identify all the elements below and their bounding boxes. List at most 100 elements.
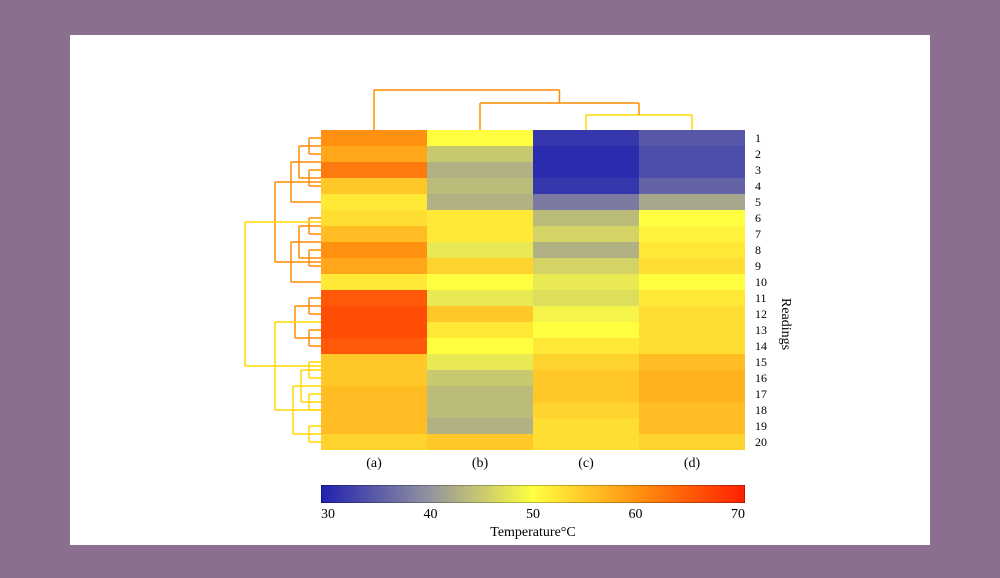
heatmap-cell [427, 242, 533, 258]
colorbar-tick: 40 [424, 507, 438, 523]
heatmap-cell [427, 370, 533, 386]
heatmap-cell [321, 130, 427, 146]
row-label: 5 [751, 194, 767, 210]
heatmap-cell [427, 274, 533, 290]
heatmap-cell [427, 386, 533, 402]
heatmap-cell [427, 162, 533, 178]
heatmap-row [321, 226, 745, 242]
heatmap-cell [321, 306, 427, 322]
heatmap-row [321, 338, 745, 354]
heatmap-cell [321, 386, 427, 402]
y-axis-label: Readings [777, 298, 793, 350]
heatmap-cell [321, 162, 427, 178]
row-label: 6 [751, 210, 767, 226]
row-label: 7 [751, 226, 767, 242]
column-label: (b) [427, 456, 533, 472]
heatmap-cell [321, 178, 427, 194]
heatmap-cell [639, 178, 745, 194]
heatmap-cell [427, 290, 533, 306]
heatmap-cell [639, 242, 745, 258]
row-label: 11 [751, 290, 767, 306]
heatmap-cell [321, 146, 427, 162]
row-label: 14 [751, 338, 767, 354]
chart-frame: (a)(b)(c)(d) 123456789101112131415161718… [70, 35, 930, 545]
heatmap-row [321, 258, 745, 274]
row-label: 12 [751, 306, 767, 322]
heatmap-cell [533, 290, 639, 306]
heatmap-cell [427, 354, 533, 370]
heatmap-cell [639, 386, 745, 402]
colorbar-tick: 60 [629, 507, 643, 523]
heatmap-cell [639, 402, 745, 418]
heatmap-cell [427, 434, 533, 450]
heatmap-cell [321, 258, 427, 274]
heatmap-cell [427, 194, 533, 210]
row-label: 20 [751, 434, 767, 450]
heatmap-cell [639, 418, 745, 434]
heatmap-cell [321, 322, 427, 338]
heatmap-cell [533, 322, 639, 338]
heatmap-cell [321, 418, 427, 434]
heatmap-cell [533, 242, 639, 258]
column-label: (d) [639, 456, 745, 472]
heatmap-cell [533, 146, 639, 162]
row-label: 8 [751, 242, 767, 258]
heatmap-cell [533, 194, 639, 210]
row-label: 2 [751, 146, 767, 162]
heatmap-cell [533, 258, 639, 274]
heatmap-cell [533, 402, 639, 418]
colorbar-tick: 30 [321, 507, 335, 523]
heatmap-cell [321, 370, 427, 386]
colorbar [321, 485, 745, 503]
heatmap-row [321, 370, 745, 386]
heatmap-row [321, 354, 745, 370]
heatmap-cell [639, 274, 745, 290]
heatmap-row [321, 418, 745, 434]
heatmap-row [321, 194, 745, 210]
heatmap-cell [321, 402, 427, 418]
row-label: 16 [751, 370, 767, 386]
heatmap-row [321, 130, 745, 146]
heatmap-cell [427, 306, 533, 322]
heatmap-cell [427, 226, 533, 242]
heatmap-cell [533, 418, 639, 434]
colorbar-tick: 70 [731, 507, 745, 523]
heatmap-cell [639, 322, 745, 338]
heatmap-cell [639, 194, 745, 210]
heatmap-cell [639, 354, 745, 370]
heatmap-row [321, 306, 745, 322]
row-label: 18 [751, 402, 767, 418]
heatmap-cell [321, 274, 427, 290]
row-labels: 1234567891011121314151617181920 [751, 130, 767, 450]
heatmap-cell [427, 322, 533, 338]
heatmap-row [321, 322, 745, 338]
heatmap-row [321, 210, 745, 226]
heatmap-cell [427, 338, 533, 354]
heatmap-row [321, 274, 745, 290]
heatmap-cell [427, 258, 533, 274]
row-label: 15 [751, 354, 767, 370]
heatmap-cell [321, 210, 427, 226]
heatmap-row [321, 386, 745, 402]
column-label: (a) [321, 456, 427, 472]
heatmap-cell [533, 130, 639, 146]
heatmap-row [321, 242, 745, 258]
heatmap-cell [321, 290, 427, 306]
heatmap-cell [427, 130, 533, 146]
heatmap-cell [321, 338, 427, 354]
heatmap-cell [639, 130, 745, 146]
heatmap-cell [533, 274, 639, 290]
heatmap-cell [533, 370, 639, 386]
heatmap-cell [321, 226, 427, 242]
heatmap-cell [639, 210, 745, 226]
heatmap-row [321, 162, 745, 178]
row-label: 17 [751, 386, 767, 402]
heatmap-cell [321, 194, 427, 210]
heatmap-cell [427, 178, 533, 194]
heatmap-cell [533, 210, 639, 226]
heatmap-row [321, 290, 745, 306]
heatmap-cell [639, 306, 745, 322]
heatmap-row [321, 402, 745, 418]
heatmap-cell [639, 146, 745, 162]
colorbar-label: Temperature°C [321, 525, 745, 541]
